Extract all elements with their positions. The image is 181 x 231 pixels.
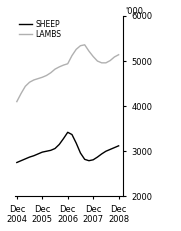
- SHEEP: [62, 137, 65, 140]
- SHEEP: [101, 152, 103, 155]
- LAMBS: [113, 56, 115, 58]
- LAMBS: [105, 61, 107, 64]
- LAMBS: [92, 55, 94, 58]
- LAMBS: [37, 77, 39, 80]
- SHEEP: [54, 147, 56, 150]
- SHEEP: [117, 144, 120, 147]
- LAMBS: [20, 92, 22, 95]
- SHEEP: [37, 152, 39, 155]
- SHEEP: [92, 158, 94, 161]
- SHEEP: [109, 148, 111, 151]
- SHEEP: [88, 159, 90, 162]
- LAMBS: [101, 61, 103, 64]
- LAMBS: [16, 100, 18, 103]
- LAMBS: [45, 74, 48, 77]
- SHEEP: [41, 151, 43, 154]
- Line: LAMBS: LAMBS: [17, 45, 119, 102]
- LAMBS: [24, 85, 26, 88]
- Line: SHEEP: SHEEP: [17, 132, 119, 162]
- SHEEP: [28, 156, 31, 158]
- Text: '000: '000: [125, 7, 143, 16]
- LAMBS: [54, 68, 56, 70]
- LAMBS: [79, 44, 81, 47]
- SHEEP: [96, 156, 98, 158]
- LAMBS: [33, 79, 35, 81]
- SHEEP: [67, 131, 69, 134]
- LAMBS: [58, 66, 60, 68]
- SHEEP: [105, 150, 107, 153]
- LAMBS: [109, 59, 111, 62]
- LAMBS: [28, 81, 31, 84]
- LAMBS: [67, 62, 69, 65]
- SHEEP: [45, 150, 48, 153]
- SHEEP: [24, 158, 26, 160]
- LAMBS: [84, 43, 86, 46]
- SHEEP: [58, 143, 60, 146]
- LAMBS: [96, 60, 98, 62]
- SHEEP: [50, 149, 52, 152]
- SHEEP: [84, 158, 86, 161]
- LAMBS: [71, 54, 73, 57]
- LAMBS: [41, 76, 43, 79]
- SHEEP: [20, 159, 22, 162]
- LAMBS: [117, 53, 120, 56]
- Legend: SHEEP, LAMBS: SHEEP, LAMBS: [17, 18, 63, 40]
- SHEEP: [33, 154, 35, 157]
- SHEEP: [113, 146, 115, 149]
- SHEEP: [79, 152, 81, 154]
- LAMBS: [50, 71, 52, 74]
- SHEEP: [71, 133, 73, 136]
- SHEEP: [75, 142, 77, 145]
- LAMBS: [88, 50, 90, 52]
- SHEEP: [16, 161, 18, 164]
- LAMBS: [62, 64, 65, 67]
- LAMBS: [75, 48, 77, 51]
